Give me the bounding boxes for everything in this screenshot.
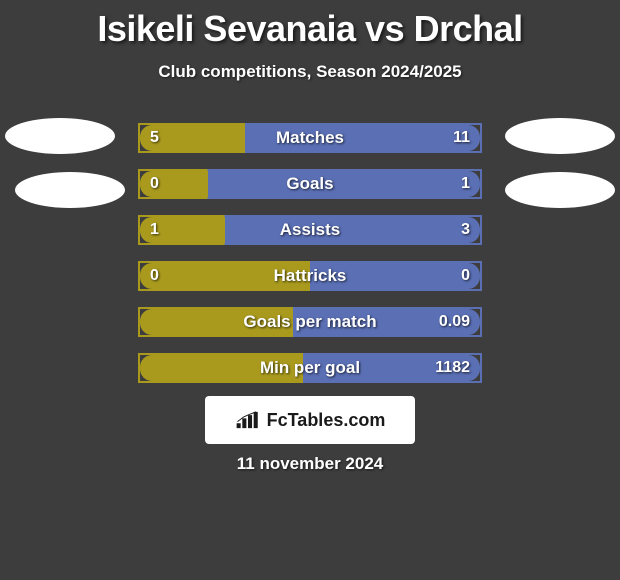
bar-right-value: 3 (461, 217, 470, 243)
stats-bars: 511Matches01Goals13Assists00Hattricks0.0… (138, 123, 482, 399)
bar-left-fill (140, 309, 293, 335)
logo-box: FcTables.com (205, 396, 415, 444)
stat-row: 0.09Goals per match (138, 307, 482, 337)
player-photo-right-1 (505, 118, 615, 154)
date-text: 11 november 2024 (0, 454, 620, 474)
bar-left-value: 1 (150, 217, 159, 243)
bar-right-fill (208, 171, 480, 197)
stat-row: 511Matches (138, 123, 482, 153)
bar-right-value: 1182 (435, 355, 470, 381)
stat-row: 00Hattricks (138, 261, 482, 291)
stat-row: 01Goals (138, 169, 482, 199)
bar-left-value: 5 (150, 125, 159, 151)
subtitle: Club competitions, Season 2024/2025 (0, 62, 620, 82)
logo-text: FcTables.com (267, 410, 386, 431)
bar-right-fill (245, 125, 480, 151)
page-title: Isikeli Sevanaia vs Drchal (0, 0, 620, 50)
player-photo-left-1 (5, 118, 115, 154)
bar-right-fill (225, 217, 480, 243)
fctables-logo-icon (235, 409, 261, 431)
stat-row: 13Assists (138, 215, 482, 245)
player-photo-right-2 (505, 172, 615, 208)
bar-left-fill (140, 355, 303, 381)
bar-right-value: 11 (453, 125, 470, 151)
bar-left-fill (140, 263, 310, 289)
bar-right-fill (310, 263, 480, 289)
bar-right-value: 0 (461, 263, 470, 289)
bar-left-value: 0 (150, 171, 159, 197)
bar-left-value: 0 (150, 263, 159, 289)
bar-right-value: 0.09 (439, 309, 470, 335)
bar-right-value: 1 (461, 171, 470, 197)
player-photo-left-2 (15, 172, 125, 208)
stat-row: 1182Min per goal (138, 353, 482, 383)
